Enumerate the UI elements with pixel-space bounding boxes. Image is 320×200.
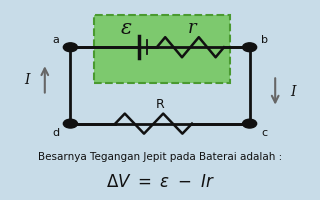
Bar bbox=[94, 16, 230, 84]
Text: $\Delta V\ =\ \varepsilon\ -\ Ir$: $\Delta V\ =\ \varepsilon\ -\ Ir$ bbox=[106, 174, 214, 190]
Text: R: R bbox=[156, 98, 164, 110]
Text: d: d bbox=[52, 127, 60, 137]
Circle shape bbox=[63, 44, 77, 52]
Text: I: I bbox=[24, 73, 30, 87]
Text: c: c bbox=[261, 127, 267, 137]
Text: a: a bbox=[52, 35, 60, 45]
Circle shape bbox=[243, 44, 257, 52]
Text: I: I bbox=[290, 85, 296, 99]
Circle shape bbox=[63, 120, 77, 128]
Text: ε: ε bbox=[121, 19, 132, 37]
Text: Besarnya Tegangan Jepit pada Baterai adalah :: Besarnya Tegangan Jepit pada Baterai ada… bbox=[38, 151, 282, 161]
Text: r: r bbox=[188, 19, 196, 37]
Text: b: b bbox=[260, 35, 268, 45]
Circle shape bbox=[243, 120, 257, 128]
